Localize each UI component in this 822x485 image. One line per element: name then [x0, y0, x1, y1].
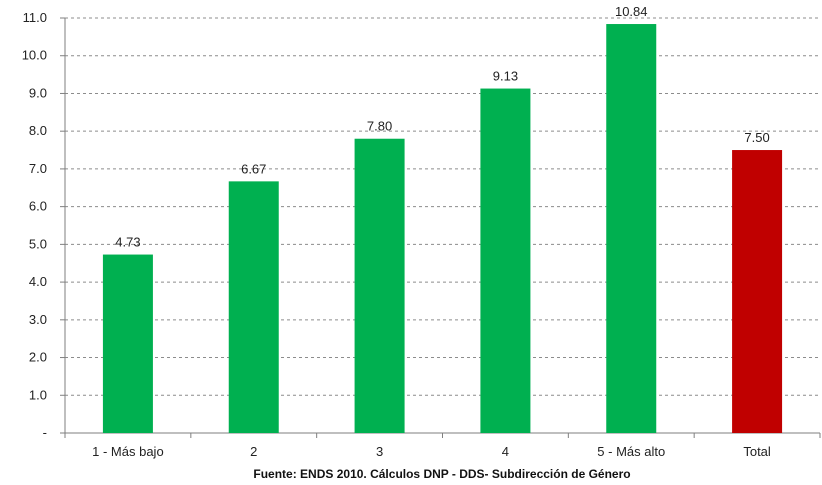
y-tick-label: 11.0 [23, 10, 47, 25]
bar [732, 150, 783, 433]
x-category-label: 5 - Más alto [597, 444, 665, 459]
bar [102, 254, 153, 433]
x-category-label: 3 [376, 444, 383, 459]
x-category-label: 4 [502, 444, 509, 459]
data-label: 7.50 [744, 130, 769, 145]
bars [102, 24, 783, 434]
data-label: 4.73 [115, 235, 140, 250]
bar [606, 24, 657, 433]
y-tick-label: 3.0 [29, 312, 47, 327]
y-tick-label: 9.0 [29, 85, 47, 100]
data-label: 10.84 [615, 4, 648, 19]
y-tick-label: 2.0 [29, 350, 47, 365]
y-tick-label: 7.0 [29, 161, 47, 176]
y-tick-label: 5.0 [29, 236, 47, 251]
y-tick-label: 6.0 [29, 199, 47, 214]
data-label: 7.80 [367, 119, 392, 134]
gridlines [65, 17, 820, 396]
source-caption: Fuente: ENDS 2010. Cálculos DNP - DDS- S… [253, 467, 630, 481]
y-tick-label: 10.0 [22, 48, 47, 63]
y-tick-label: 8.0 [29, 123, 47, 138]
data-label: 9.13 [493, 69, 518, 84]
bar [480, 88, 531, 434]
axes [60, 17, 821, 438]
x-category-label: 1 - Más bajo [92, 444, 164, 459]
y-tick-label: 4.0 [29, 274, 47, 289]
data-label: 6.67 [241, 161, 266, 176]
bar [228, 181, 279, 433]
labels: - 1.0 2.0 3.0 4.0 5.0 6.0 7.0 8.0 9.0 10.0 11.0 4.73… [22, 4, 771, 459]
y-tick-label: - [43, 425, 47, 440]
x-category-label: 2 [250, 444, 257, 459]
x-category-label: Total [743, 444, 771, 459]
y-tick-label: 1.0 [29, 387, 47, 402]
bar [354, 138, 405, 433]
